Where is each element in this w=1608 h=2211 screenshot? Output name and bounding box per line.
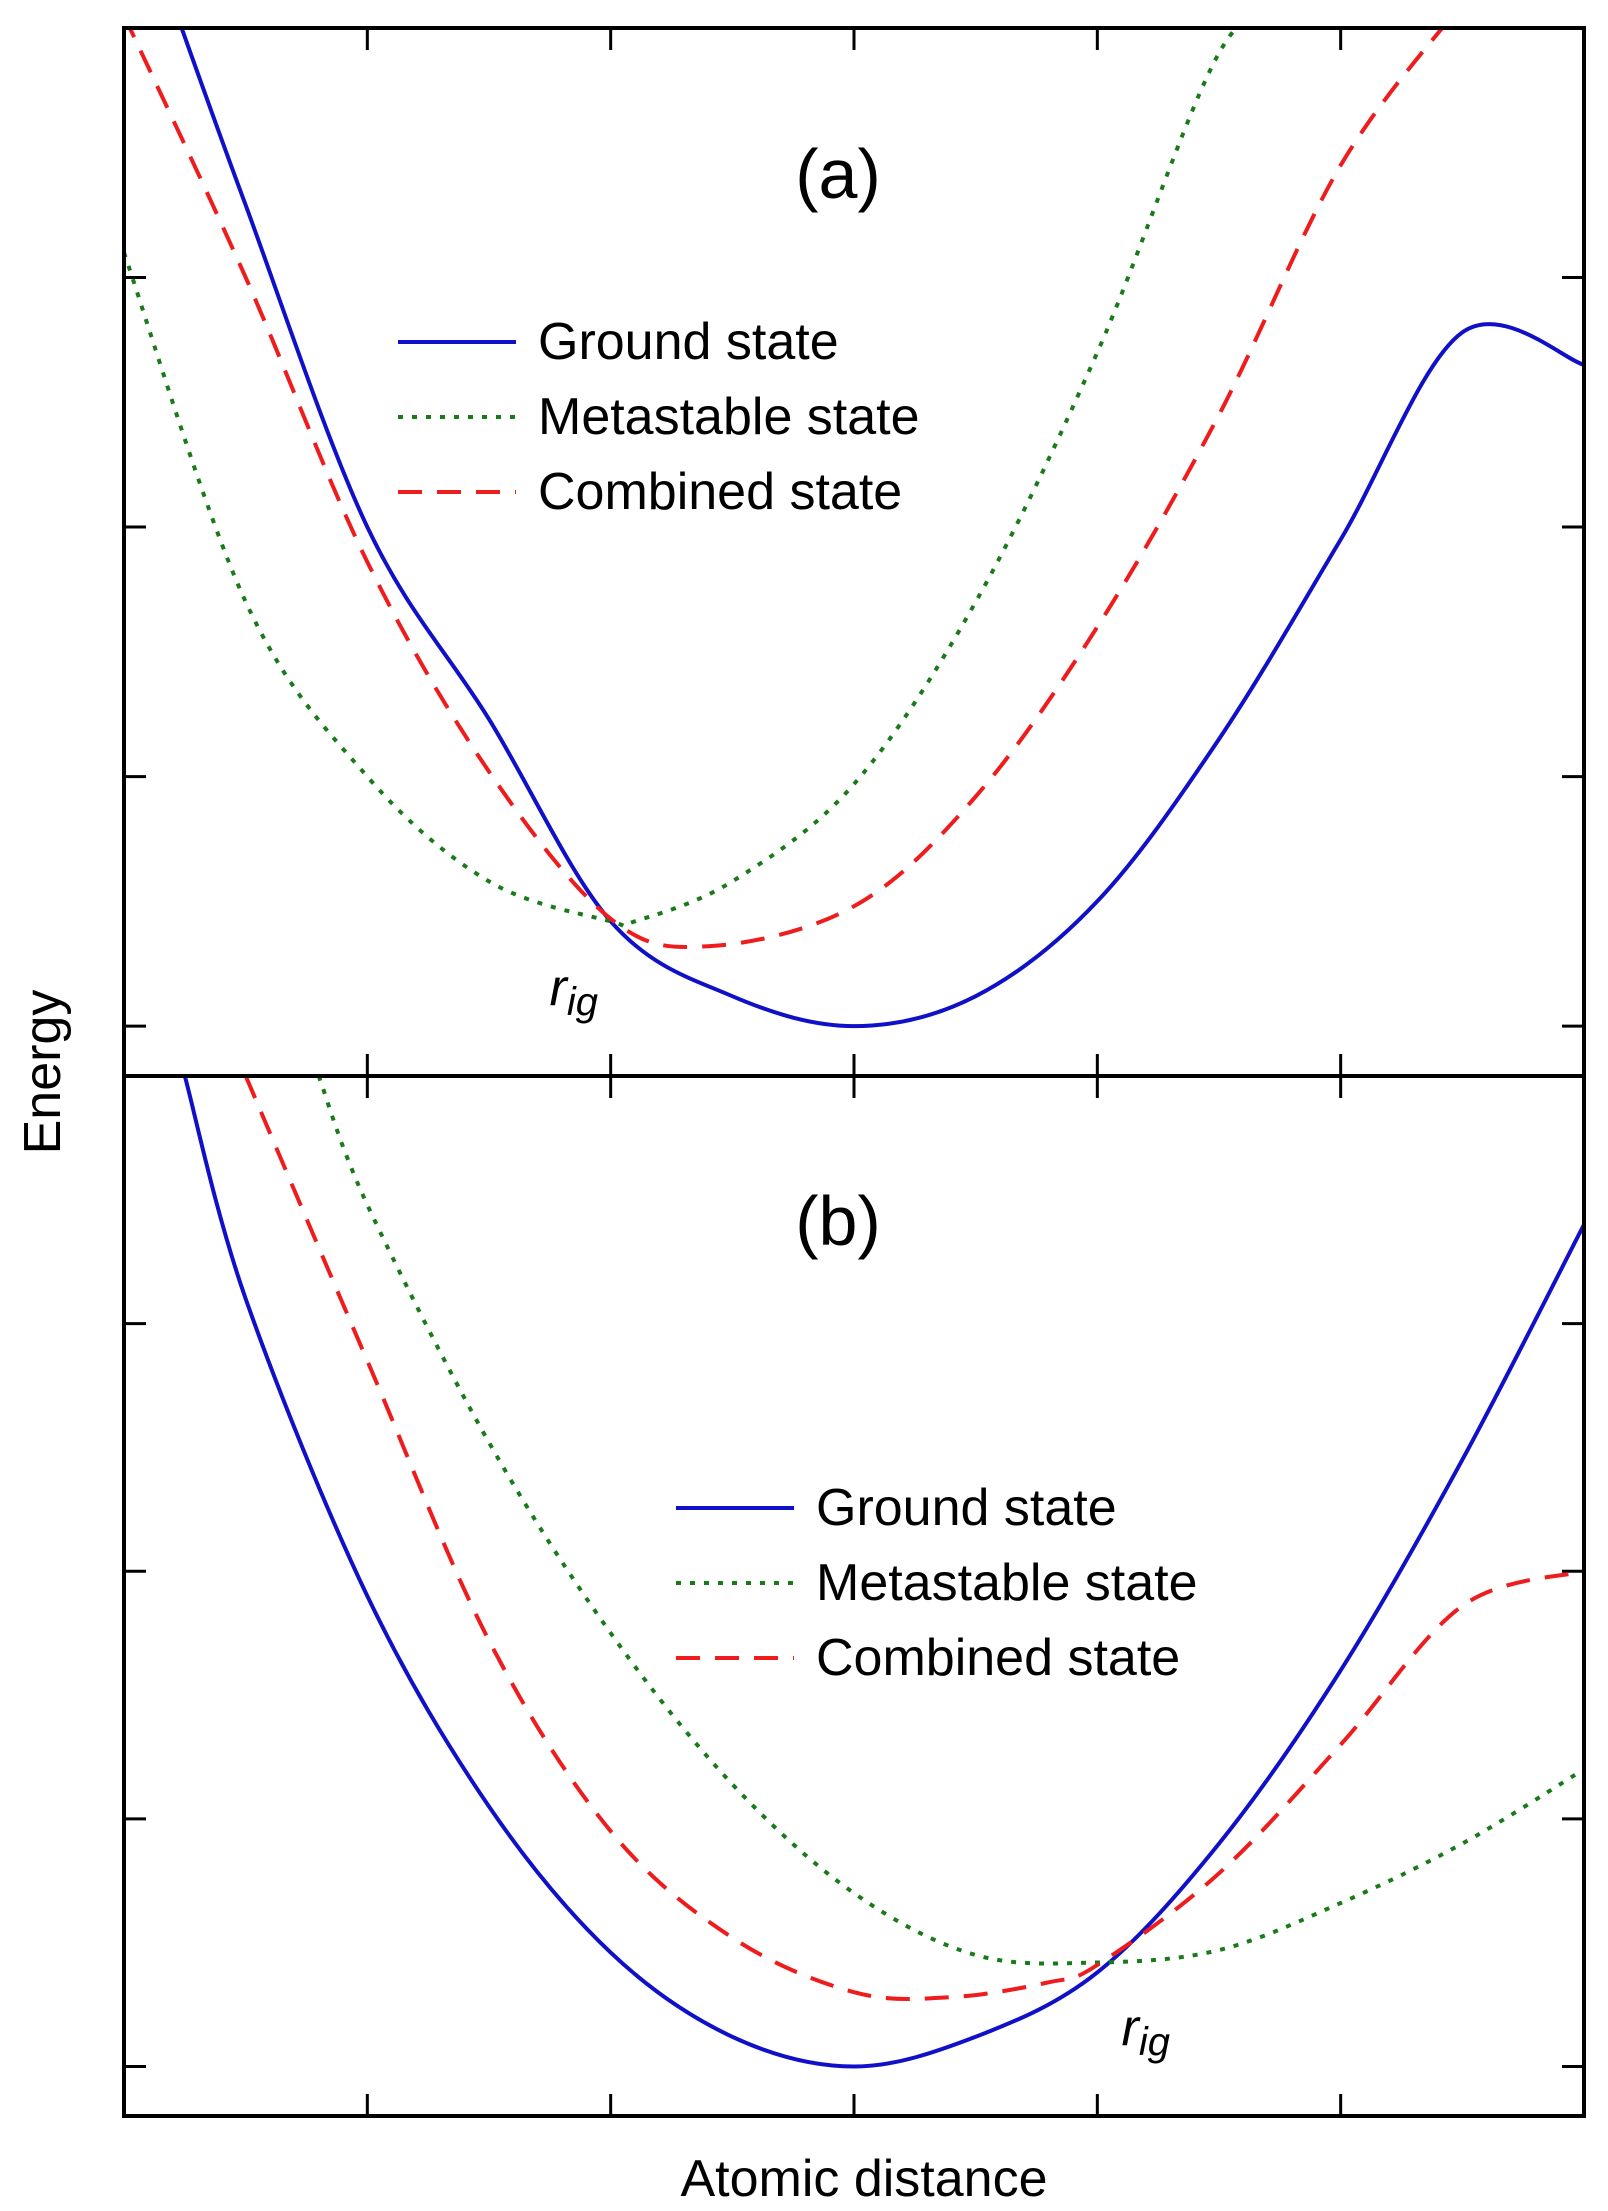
series-line-combined-state — [243, 1076, 1582, 2001]
panel-label-b: (b) — [795, 1182, 881, 1260]
series-line-metastable-state — [316, 1076, 1582, 1966]
axes-frame-b — [122, 1074, 1586, 2118]
crossing-label-a-sub: ig — [567, 980, 598, 1024]
panel-b: (b) Ground state Metastable state Combined… — [122, 1074, 1586, 2118]
x-axis-label: Atomic distance — [680, 2150, 1047, 2208]
legend-label-ground-state: Ground state — [538, 313, 839, 371]
series-line-ground-state — [182, 1076, 1582, 2069]
panel-a: (a) Ground state Metastable state Combined… — [122, 26, 1586, 1078]
legend-label-combined-state: Combined state — [538, 463, 902, 521]
legend-label-metastable-state: Metastable state — [816, 1554, 1198, 1612]
legend-a: Ground state Metastable state Combined sta… — [398, 313, 920, 521]
crossing-label-b-base: r — [1122, 1999, 1142, 2057]
ticks-a — [124, 26, 1584, 1076]
crossing-label-a-base: r — [550, 959, 570, 1017]
legend-b: Ground state Metastable state Combined sta… — [676, 1479, 1198, 1687]
crossing-label-b-sub: ig — [1139, 2020, 1170, 2064]
series-line-combined-state — [128, 30, 1444, 949]
lines-a — [126, 30, 1582, 1029]
legend-label-metastable-state: Metastable state — [538, 388, 920, 446]
legend-label-ground-state: Ground state — [816, 1479, 1117, 1537]
series-line-ground-state — [180, 30, 1582, 1029]
lines-b — [182, 1076, 1582, 2069]
crossing-label-a: rig — [550, 959, 598, 1024]
y-axis-label: Energy — [14, 990, 72, 1155]
panel-label-a: (a) — [795, 135, 881, 213]
crossing-label-b: rig — [1122, 1999, 1170, 2064]
legend-label-combined-state: Combined state — [816, 1629, 1180, 1687]
